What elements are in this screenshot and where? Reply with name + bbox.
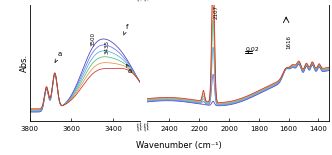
Text: 3435: 3435 (105, 40, 110, 54)
Text: a: a (55, 51, 61, 62)
Text: //: // (143, 122, 151, 133)
Text: 3500: 3500 (91, 32, 96, 46)
Text: Wavenumber (cm⁻¹): Wavenumber (cm⁻¹) (136, 141, 222, 150)
Y-axis label: Abs.: Abs. (20, 54, 29, 72)
Text: 0.02: 0.02 (246, 47, 259, 52)
Text: 1616: 1616 (287, 35, 292, 49)
Text: a: a (127, 64, 132, 74)
Text: //: // (136, 122, 144, 133)
Text: //: // (143, 0, 151, 2)
Text: f: f (124, 24, 128, 35)
Text: //: // (136, 0, 144, 2)
Text: 2107: 2107 (214, 5, 219, 19)
